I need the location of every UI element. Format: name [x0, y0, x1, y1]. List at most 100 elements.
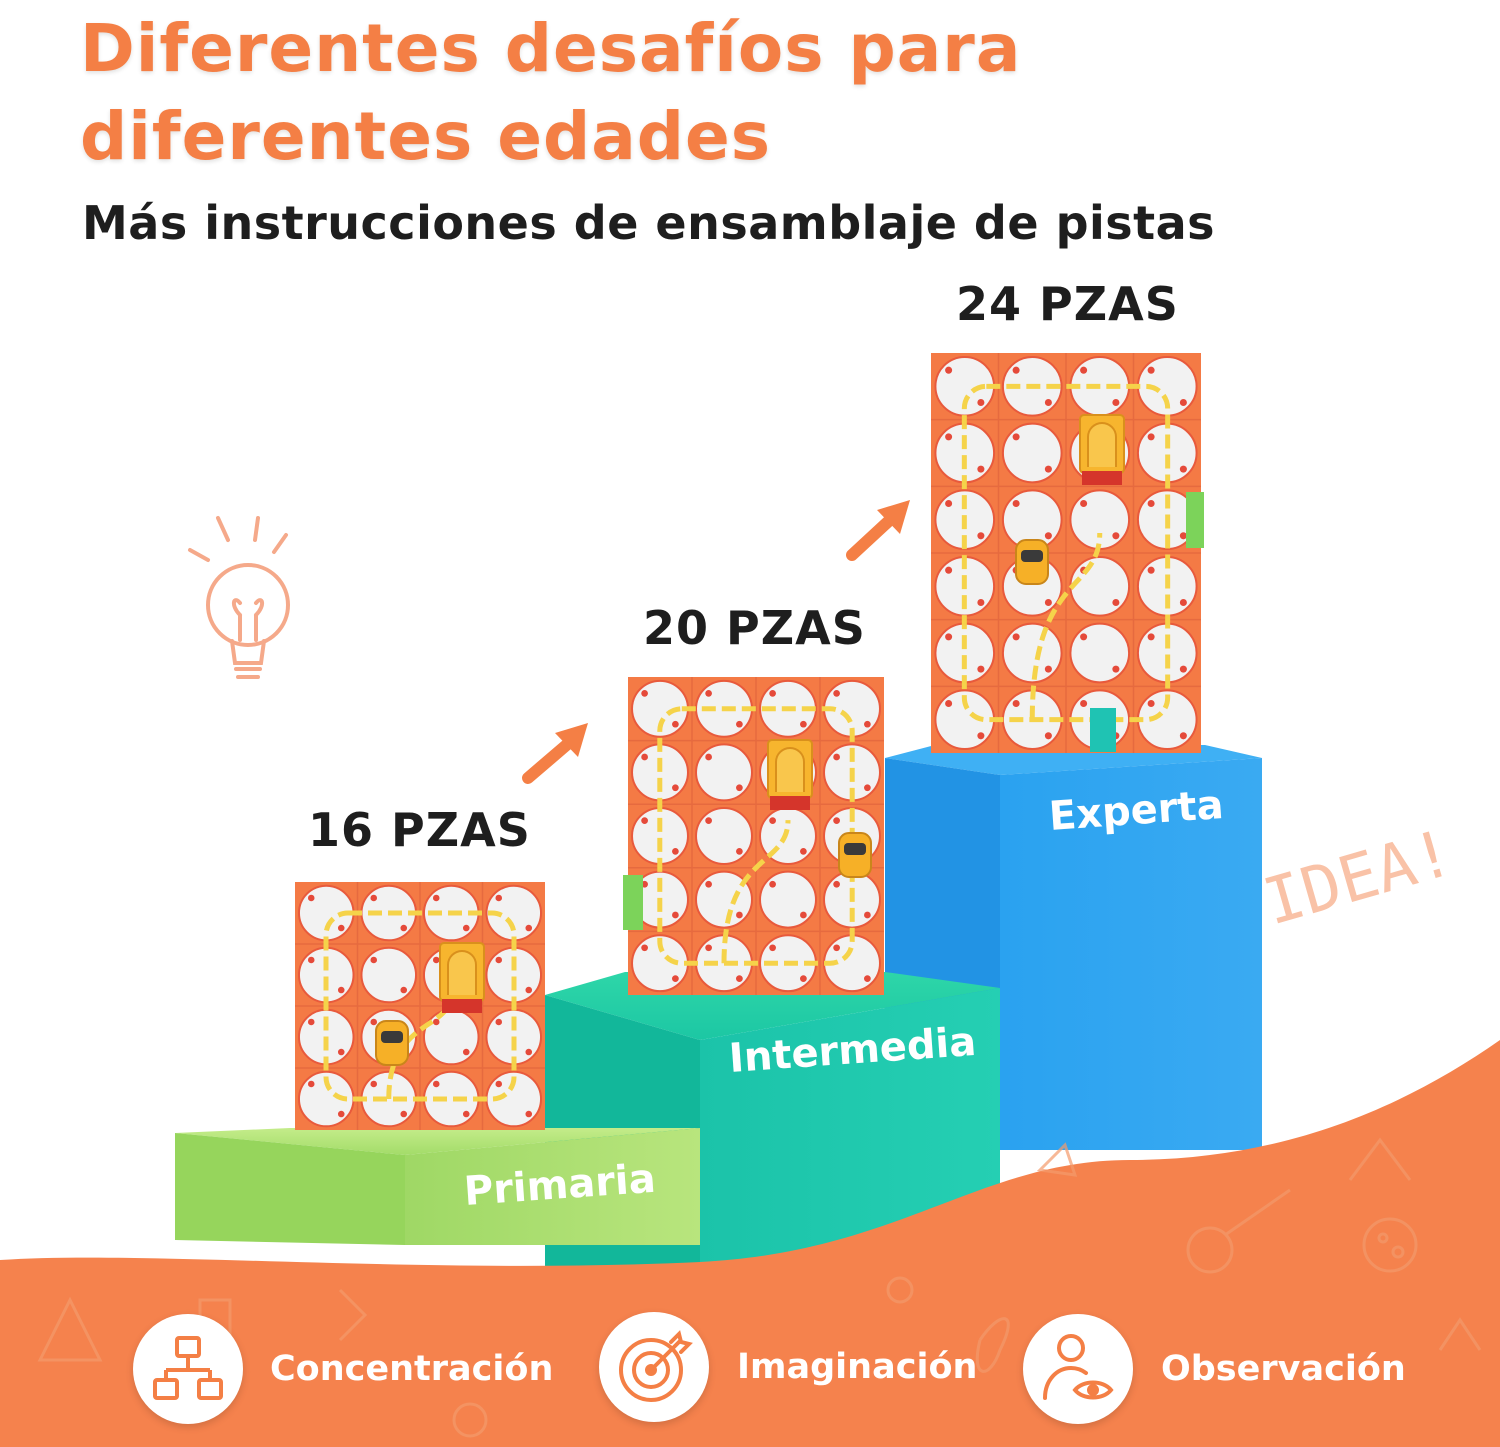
green-block-piece	[623, 875, 643, 930]
tile-notch	[864, 784, 871, 792]
board-tile	[422, 1008, 480, 1066]
tile-notch	[1179, 732, 1187, 740]
tile-notch	[370, 1080, 378, 1088]
tile-notch	[705, 944, 712, 952]
lightbulb-icon	[188, 516, 290, 679]
tile-notch	[1080, 366, 1088, 374]
tile-notch	[1179, 398, 1187, 406]
tile-notch	[736, 911, 743, 919]
board-tile	[1001, 422, 1063, 484]
tile-notch	[641, 753, 648, 761]
tile-notch	[432, 1018, 440, 1026]
tile-notch	[1012, 633, 1020, 641]
title-line-2: diferentes edades	[80, 98, 772, 175]
tile-notch	[370, 894, 378, 902]
tile-notch	[462, 1110, 470, 1118]
tile-notch	[1112, 598, 1120, 606]
primaria-block-side	[175, 1133, 405, 1245]
tile-notch	[769, 690, 776, 697]
tile-notch	[1147, 633, 1155, 641]
tile-notch	[1080, 633, 1088, 641]
board-tile	[1069, 489, 1131, 551]
green-block-piece	[1186, 492, 1204, 548]
tile-notch	[641, 817, 648, 824]
tile-notch	[462, 924, 470, 932]
toy-car-window	[844, 843, 866, 855]
tile-notch	[370, 956, 378, 964]
tile-notch	[1044, 732, 1052, 740]
pieces-count-intermedia: 20 PZAS	[643, 601, 866, 655]
tile-notch	[641, 690, 648, 697]
garage-base	[770, 796, 810, 810]
tile-notch	[1179, 665, 1187, 673]
tile-notch	[1012, 700, 1020, 708]
tile-notch	[1112, 532, 1120, 540]
tile-notch	[1044, 398, 1052, 406]
title-line-1: Diferentes desafíos para	[80, 10, 1022, 87]
board-tile	[360, 946, 418, 1004]
tile-notch	[833, 817, 840, 824]
tile-notch	[641, 944, 648, 952]
board-tile	[1001, 622, 1063, 684]
tile-notch	[769, 880, 776, 888]
feature-label-observacion: Observación	[1161, 1349, 1406, 1389]
tile-notch	[705, 753, 712, 761]
person-eye-icon	[1043, 1334, 1114, 1400]
board-tile	[934, 422, 996, 484]
track-path	[1029, 532, 1103, 720]
tile-notch	[672, 784, 679, 792]
board-tile	[695, 743, 753, 802]
track-path	[323, 910, 517, 1102]
tile-notch	[945, 433, 953, 441]
garage-base	[442, 999, 482, 1013]
hierarchy-icon	[153, 1336, 223, 1400]
tile-notch	[945, 566, 953, 574]
tile-notch	[1147, 500, 1155, 508]
tile-notch	[1044, 532, 1052, 540]
tile-notch	[800, 975, 807, 982]
tile-notch	[977, 598, 985, 606]
tile-notch	[1012, 433, 1020, 441]
tile-notch	[1044, 598, 1052, 606]
puzzle-board-16	[295, 882, 545, 1130]
board-tile	[631, 743, 689, 802]
tile-notch	[977, 532, 985, 540]
board-tile	[422, 1070, 480, 1128]
tile-notch	[337, 1110, 345, 1118]
primaria-block-top	[175, 1128, 700, 1155]
tile-notch	[769, 944, 776, 952]
tile-notch	[370, 1018, 378, 1026]
primaria-block-front	[405, 1128, 700, 1245]
target-icon	[619, 1330, 693, 1402]
pieces-count-experta: 24 PZAS	[956, 277, 1179, 331]
tile-notch	[864, 720, 871, 728]
tile-notch	[672, 848, 679, 855]
garage-base	[1082, 471, 1122, 485]
tile-notch	[833, 753, 840, 761]
track-path	[386, 993, 454, 1100]
tile-notch	[977, 665, 985, 673]
tile-notch	[945, 633, 953, 641]
board-tile	[934, 622, 996, 684]
tile-notch	[705, 880, 712, 888]
board-tile	[485, 946, 543, 1004]
tile-notch	[945, 366, 953, 374]
tile-notch	[736, 720, 743, 728]
board-tile	[1136, 422, 1198, 484]
tile-notch	[977, 398, 985, 406]
tile-notch	[400, 924, 408, 932]
idea-handwritten-text: IDEA!	[1256, 816, 1462, 940]
concentration-badge	[133, 1314, 243, 1424]
tile-notch	[705, 817, 712, 824]
tile-notch	[307, 1018, 315, 1026]
tile-notch	[495, 1018, 503, 1026]
tile-notch	[337, 924, 345, 932]
tile-notch	[864, 911, 871, 919]
tile-notch	[432, 1080, 440, 1088]
board-tile	[759, 870, 817, 929]
track-path	[721, 820, 791, 964]
tile-notch	[1147, 433, 1155, 441]
tile-notch	[945, 700, 953, 708]
tile-notch	[307, 1080, 315, 1088]
toy-car-window	[381, 1031, 403, 1043]
